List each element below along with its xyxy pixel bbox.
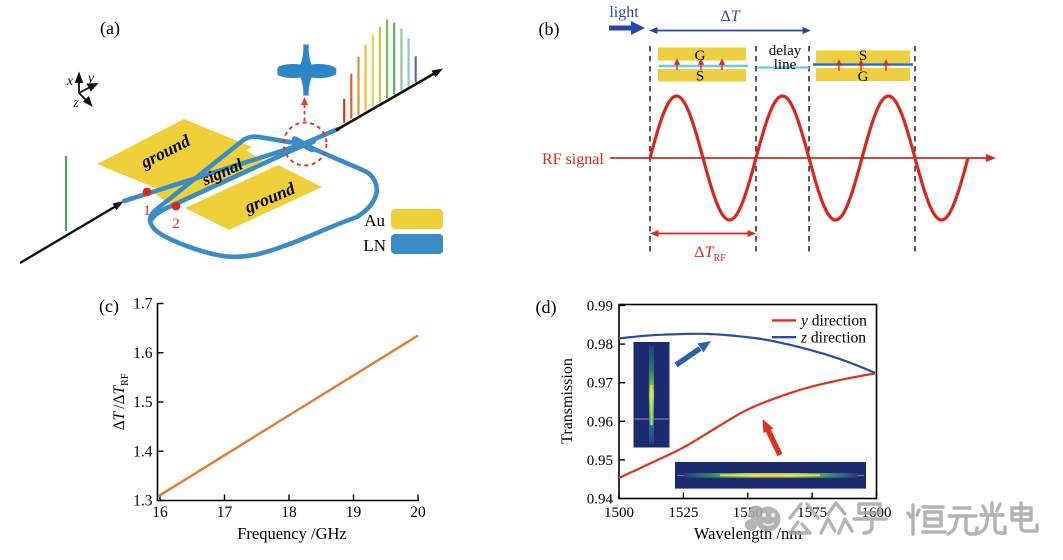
svg-text:1.7: 1.7 [133,296,153,313]
svg-text:0.99: 0.99 [587,299,613,315]
svg-text:(b): (b) [539,19,560,40]
svg-text:(a): (a) [100,18,120,39]
svg-text:1: 1 [143,203,151,219]
svg-text:G: G [858,69,869,85]
svg-text:17: 17 [217,504,233,521]
svg-text:z direction: z direction [800,329,866,346]
svg-text:1500: 1500 [604,505,634,521]
svg-text:(c): (c) [99,296,119,317]
svg-text:G: G [695,48,706,64]
svg-text:1.6: 1.6 [133,345,153,362]
svg-text:0.97: 0.97 [587,376,614,392]
svg-text:ΔTRF: ΔTRF [694,244,726,264]
svg-text:LN: LN [363,236,386,255]
svg-text:Frequency /GHz: Frequency /GHz [237,524,347,543]
svg-text:x: x [66,74,74,89]
svg-text:20: 20 [410,504,426,521]
svg-text:0.98: 0.98 [587,337,613,353]
svg-text:S: S [859,48,867,64]
svg-text:S: S [696,69,704,85]
svg-text:y: y [86,71,95,86]
svg-text:light: light [609,4,639,21]
svg-text:Au: Au [364,211,385,230]
svg-text:ΔT: ΔT [720,8,740,25]
svg-text:2: 2 [172,216,180,232]
svg-text:Transmission: Transmission [559,358,576,444]
svg-text:(d): (d) [536,297,557,318]
svg-text:1.4: 1.4 [133,443,153,460]
svg-text:y direction: y direction [799,313,867,330]
svg-text:16: 16 [152,504,168,521]
svg-text:18: 18 [281,504,297,521]
svg-text:19: 19 [346,504,362,521]
svg-text:1.5: 1.5 [133,394,153,411]
svg-text:0.95: 0.95 [587,453,613,469]
svg-text:delay: delay [769,43,802,59]
svg-text:0.96: 0.96 [587,414,614,430]
svg-text:RF signal: RF signal [542,151,604,168]
svg-text:z: z [72,96,79,111]
svg-text:line: line [774,57,797,73]
svg-text:0.94: 0.94 [587,492,614,508]
svg-text:1525: 1525 [668,505,698,521]
svg-text:1.3: 1.3 [133,493,153,510]
svg-text:ΔT /ΔTRF: ΔT /ΔTRF [111,373,131,430]
